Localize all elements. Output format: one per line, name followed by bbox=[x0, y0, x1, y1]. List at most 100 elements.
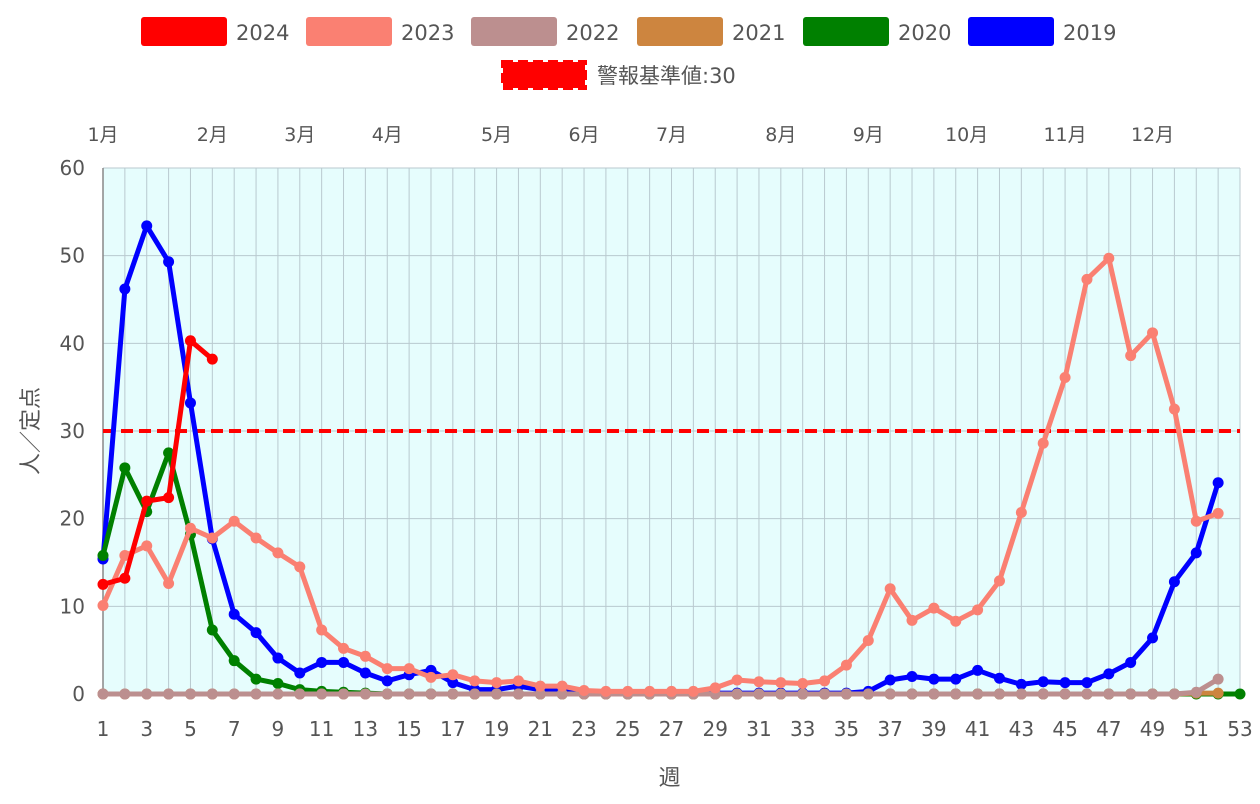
data-point-2023[interactable] bbox=[359, 650, 371, 662]
data-point-2023[interactable] bbox=[666, 685, 677, 697]
data-point-2019[interactable] bbox=[1015, 678, 1027, 690]
data-point-2019[interactable] bbox=[1059, 677, 1071, 689]
data-point-2022[interactable] bbox=[228, 688, 240, 700]
data-point-2022[interactable] bbox=[775, 688, 787, 700]
data-point-2020[interactable] bbox=[97, 549, 109, 561]
data-point-2023[interactable] bbox=[1190, 515, 1202, 527]
data-point-2022[interactable] bbox=[1125, 688, 1137, 700]
data-point-2020[interactable] bbox=[228, 655, 240, 667]
data-point-2023[interactable] bbox=[840, 659, 852, 671]
data-point-2023[interactable] bbox=[119, 549, 131, 561]
data-point-2022[interactable] bbox=[1147, 688, 1159, 700]
data-point-2022[interactable] bbox=[163, 688, 175, 700]
data-point-2023[interactable] bbox=[141, 540, 153, 552]
data-point-2022[interactable] bbox=[294, 688, 306, 700]
data-point-2023[interactable] bbox=[534, 680, 546, 692]
data-point-2023[interactable] bbox=[425, 671, 437, 683]
data-point-2022[interactable] bbox=[928, 688, 940, 700]
data-point-2022[interactable] bbox=[1168, 688, 1180, 700]
data-point-2023[interactable] bbox=[250, 532, 262, 544]
data-point-2022[interactable] bbox=[753, 688, 765, 700]
data-point-2019[interactable] bbox=[1147, 632, 1159, 644]
data-point-2022[interactable] bbox=[491, 688, 503, 700]
data-point-2020[interactable] bbox=[272, 677, 284, 689]
data-point-2023[interactable] bbox=[687, 685, 699, 697]
data-point-2023[interactable] bbox=[622, 685, 634, 697]
data-point-2023[interactable] bbox=[1147, 327, 1159, 339]
data-point-2020[interactable] bbox=[163, 447, 175, 459]
legend-swatch-2021[interactable] bbox=[637, 17, 723, 46]
data-point-2024[interactable] bbox=[97, 578, 109, 590]
data-point-2024[interactable] bbox=[119, 572, 131, 584]
data-point-2019[interactable] bbox=[447, 677, 459, 689]
legend-swatch-2023[interactable] bbox=[306, 17, 392, 46]
data-point-2019[interactable] bbox=[950, 673, 962, 685]
data-point-2022[interactable] bbox=[1037, 688, 1049, 700]
data-point-2019[interactable] bbox=[272, 652, 284, 664]
data-point-2022[interactable] bbox=[338, 688, 350, 700]
data-point-2022[interactable] bbox=[359, 688, 371, 700]
data-point-2023[interactable] bbox=[403, 663, 415, 675]
data-point-2022[interactable] bbox=[556, 688, 568, 700]
data-point-2023[interactable] bbox=[644, 685, 656, 697]
data-point-2023[interactable] bbox=[1081, 273, 1093, 285]
data-point-2023[interactable] bbox=[206, 532, 218, 544]
data-point-2023[interactable] bbox=[272, 547, 284, 559]
data-point-2023[interactable] bbox=[1037, 437, 1049, 449]
data-point-2023[interactable] bbox=[1103, 252, 1115, 264]
data-point-2023[interactable] bbox=[862, 635, 874, 647]
data-point-2023[interactable] bbox=[731, 674, 743, 686]
data-point-2022[interactable] bbox=[972, 688, 984, 700]
data-point-2019[interactable] bbox=[1212, 477, 1224, 489]
data-point-2022[interactable] bbox=[906, 688, 918, 700]
data-point-2019[interactable] bbox=[1037, 676, 1049, 688]
data-point-2021[interactable] bbox=[1212, 687, 1224, 699]
data-point-2023[interactable] bbox=[797, 677, 809, 689]
data-point-2022[interactable] bbox=[797, 688, 809, 700]
data-point-2023[interactable] bbox=[512, 675, 524, 687]
data-point-2020[interactable] bbox=[250, 673, 262, 685]
data-point-2023[interactable] bbox=[906, 614, 918, 626]
data-point-2023[interactable] bbox=[972, 604, 984, 616]
data-point-2022[interactable] bbox=[469, 688, 481, 700]
data-point-2023[interactable] bbox=[228, 515, 240, 527]
data-point-2023[interactable] bbox=[950, 615, 962, 627]
data-point-2023[interactable] bbox=[600, 685, 612, 697]
data-point-2020[interactable] bbox=[206, 624, 218, 636]
data-point-2019[interactable] bbox=[1125, 656, 1137, 668]
data-point-2022[interactable] bbox=[272, 688, 284, 700]
data-point-2023[interactable] bbox=[775, 677, 787, 689]
data-point-2022[interactable] bbox=[447, 688, 459, 700]
data-point-2022[interactable] bbox=[840, 688, 852, 700]
data-point-2022[interactable] bbox=[993, 688, 1005, 700]
data-point-2022[interactable] bbox=[884, 688, 896, 700]
data-point-2023[interactable] bbox=[819, 675, 831, 687]
data-point-2023[interactable] bbox=[381, 663, 393, 675]
data-point-2022[interactable] bbox=[862, 688, 874, 700]
data-point-2022[interactable] bbox=[731, 688, 743, 700]
data-point-2023[interactable] bbox=[709, 682, 721, 694]
legend-swatch-threshold[interactable] bbox=[501, 60, 587, 90]
data-point-2019[interactable] bbox=[381, 675, 393, 687]
data-point-2023[interactable] bbox=[184, 522, 196, 534]
data-point-2024[interactable] bbox=[141, 495, 153, 507]
data-point-2019[interactable] bbox=[119, 283, 131, 295]
data-point-2023[interactable] bbox=[928, 602, 940, 614]
data-point-2019[interactable] bbox=[359, 667, 371, 679]
data-point-2023[interactable] bbox=[294, 561, 306, 573]
data-point-2019[interactable] bbox=[884, 674, 896, 686]
data-point-2023[interactable] bbox=[1125, 350, 1137, 362]
data-point-2023[interactable] bbox=[1168, 403, 1180, 415]
data-point-2023[interactable] bbox=[469, 675, 481, 687]
data-point-2022[interactable] bbox=[819, 688, 831, 700]
data-point-2019[interactable] bbox=[972, 664, 984, 676]
data-point-2022[interactable] bbox=[316, 688, 328, 700]
data-point-2019[interactable] bbox=[1190, 547, 1202, 559]
data-point-2019[interactable] bbox=[906, 670, 918, 682]
data-point-2022[interactable] bbox=[206, 688, 218, 700]
data-point-2022[interactable] bbox=[512, 688, 524, 700]
data-point-2024[interactable] bbox=[163, 492, 175, 504]
data-point-2019[interactable] bbox=[928, 673, 940, 685]
data-point-2023[interactable] bbox=[1212, 507, 1224, 519]
data-point-2019[interactable] bbox=[338, 656, 350, 668]
